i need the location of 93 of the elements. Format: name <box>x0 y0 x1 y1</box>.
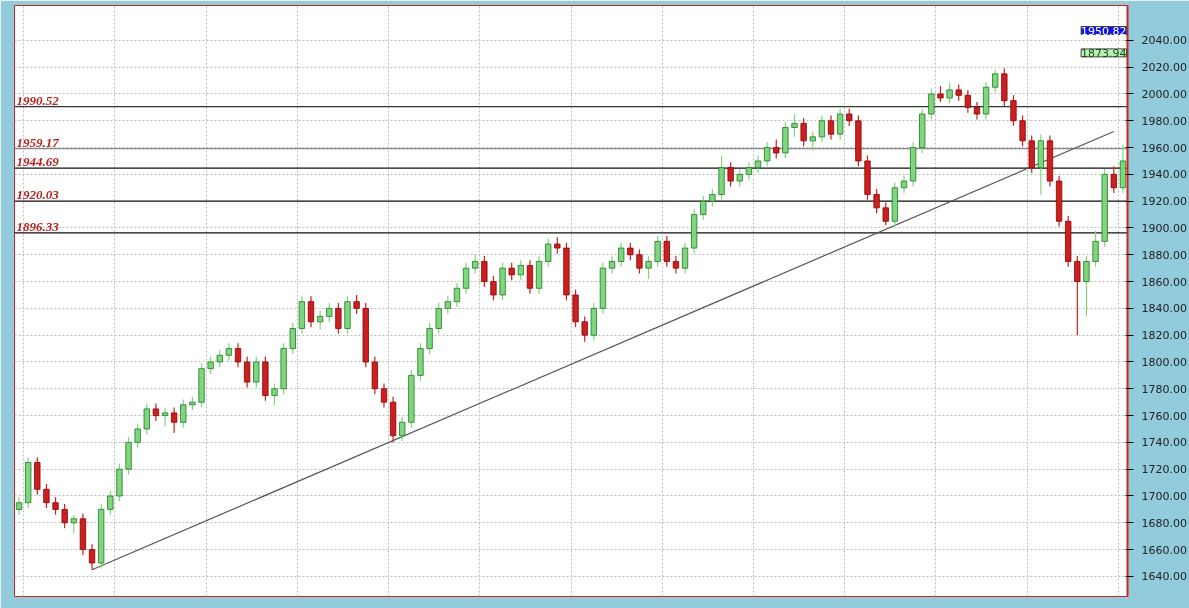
candlestick <box>15 496 23 516</box>
candlestick <box>745 161 753 181</box>
candlestick <box>700 195 707 221</box>
candlestick <box>171 406 178 434</box>
y-tick-label: 1820.00 <box>1141 329 1187 343</box>
candlestick <box>180 398 187 429</box>
y-tick-label: 1780.00 <box>1141 382 1187 396</box>
y-tick-label: 2020.00 <box>1141 61 1187 75</box>
ref-line-label: 1944.69 <box>16 154 60 170</box>
candlestick <box>791 113 798 138</box>
y-tick-label: 1640.00 <box>1141 570 1187 584</box>
y-tick-label: 1760.00 <box>1141 409 1187 423</box>
candlestick <box>992 69 999 94</box>
candlestick <box>1019 114 1026 147</box>
candlestick <box>636 248 643 275</box>
y-tick-label: 1960.00 <box>1141 141 1187 155</box>
y-tick-label: 1920.00 <box>1141 195 1187 209</box>
candlestick <box>326 302 333 323</box>
y-tick-label: 1840.00 <box>1141 302 1187 316</box>
candlestick <box>399 416 406 442</box>
candlestick <box>654 235 661 268</box>
candlestick <box>472 254 479 275</box>
candlestick <box>526 259 534 295</box>
candlestick <box>462 262 470 295</box>
candlestick <box>134 423 141 449</box>
candlestick <box>545 238 552 268</box>
y-tick-label: 1740.00 <box>1141 436 1187 450</box>
candlestick <box>43 483 50 509</box>
candlestick <box>1083 255 1090 318</box>
ref-line-label: 1920.03 <box>16 187 60 203</box>
candlestick <box>818 114 826 143</box>
candlestick <box>964 89 971 114</box>
candlestick <box>517 259 524 281</box>
y-tick-label: 1660.00 <box>1141 543 1187 557</box>
candlestick <box>618 242 625 268</box>
candlestick <box>453 282 461 308</box>
candlestick <box>1010 94 1017 127</box>
candlestick <box>253 356 260 389</box>
candlestick <box>435 302 442 335</box>
candlestick <box>1092 230 1099 268</box>
candlestick <box>234 342 242 368</box>
candlestick <box>225 342 233 362</box>
candlestick <box>335 302 342 335</box>
candlestick <box>727 161 734 188</box>
candlestick <box>681 242 689 275</box>
candlestick <box>873 188 880 214</box>
candlestick <box>672 255 680 275</box>
candlestick <box>928 87 935 121</box>
y-tick-label: 1980.00 <box>1141 114 1187 128</box>
y-tick-label: 1900.00 <box>1141 221 1187 235</box>
candlestick <box>663 235 670 268</box>
candlestick <box>481 255 488 288</box>
candlestick <box>426 322 433 355</box>
y-tick-label: 1720.00 <box>1141 463 1187 477</box>
candlestick <box>353 294 360 315</box>
y-tick-label: 1700.00 <box>1141 489 1187 503</box>
y-tick-label: 1680.00 <box>1141 516 1187 530</box>
candlestick <box>836 108 844 141</box>
candlestick <box>244 356 251 389</box>
candlestick <box>271 382 278 406</box>
candlestick <box>490 275 497 301</box>
candlestick <box>380 382 388 409</box>
candlestick <box>70 514 77 535</box>
candlestick <box>581 315 588 343</box>
candlestick <box>773 138 780 159</box>
candlestick <box>882 201 889 226</box>
y-tick-label: 1860.00 <box>1141 275 1187 289</box>
candlestick <box>307 295 315 328</box>
candlestick <box>61 503 68 529</box>
candlestick <box>764 141 771 167</box>
ref-line-label: 1990.52 <box>16 92 60 108</box>
candlestick <box>143 402 150 435</box>
y-tick-label: 1880.00 <box>1141 248 1187 262</box>
candlestick <box>316 310 324 331</box>
y-tick-label: 2000.00 <box>1141 87 1187 101</box>
candlestick <box>1074 255 1081 336</box>
candlestick <box>800 117 807 147</box>
candlestick <box>827 114 835 141</box>
candlestick <box>107 490 114 516</box>
candlestick <box>161 406 169 427</box>
candlestick <box>809 130 816 151</box>
candlestick <box>1110 165 1117 194</box>
annotation: 1950.82 <box>1081 24 1127 38</box>
y-tick-label: 2040.00 <box>1141 34 1187 48</box>
ref-line-label: 1896.33 <box>16 218 60 234</box>
y-tick-label: 1800.00 <box>1141 355 1187 369</box>
candlestick <box>645 255 652 280</box>
y-tick-label: 1940.00 <box>1141 168 1187 182</box>
candlestick <box>608 255 616 275</box>
ref-line-label: 1959.17 <box>16 134 60 150</box>
candlestick <box>289 322 296 355</box>
candlestick <box>946 82 953 104</box>
candlestick <box>88 543 96 571</box>
